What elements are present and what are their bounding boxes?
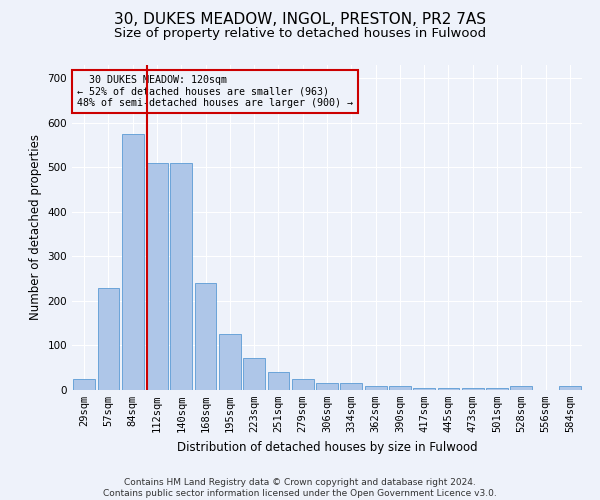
Bar xyxy=(122,134,143,390)
Bar xyxy=(486,388,508,390)
Text: 30 DUKES MEADOW: 120sqm
← 52% of detached houses are smaller (963)
48% of semi-d: 30 DUKES MEADOW: 120sqm ← 52% of detache… xyxy=(77,74,353,108)
Bar xyxy=(170,163,192,390)
Bar xyxy=(219,334,241,390)
Bar xyxy=(365,386,386,390)
Bar xyxy=(292,379,314,390)
Bar xyxy=(462,388,484,390)
Bar xyxy=(194,283,217,390)
Y-axis label: Number of detached properties: Number of detached properties xyxy=(29,134,42,320)
Bar xyxy=(437,388,460,390)
Bar xyxy=(559,386,581,390)
Bar xyxy=(340,384,362,390)
Bar xyxy=(413,388,435,390)
Bar xyxy=(73,379,95,390)
Bar xyxy=(316,384,338,390)
Bar xyxy=(389,386,411,390)
Text: Size of property relative to detached houses in Fulwood: Size of property relative to detached ho… xyxy=(114,28,486,40)
Bar xyxy=(511,386,532,390)
Bar xyxy=(268,372,289,390)
Text: Contains HM Land Registry data © Crown copyright and database right 2024.
Contai: Contains HM Land Registry data © Crown c… xyxy=(103,478,497,498)
Bar xyxy=(243,358,265,390)
Bar xyxy=(97,288,119,390)
Text: 30, DUKES MEADOW, INGOL, PRESTON, PR2 7AS: 30, DUKES MEADOW, INGOL, PRESTON, PR2 7A… xyxy=(114,12,486,28)
Bar xyxy=(146,163,168,390)
X-axis label: Distribution of detached houses by size in Fulwood: Distribution of detached houses by size … xyxy=(176,440,478,454)
